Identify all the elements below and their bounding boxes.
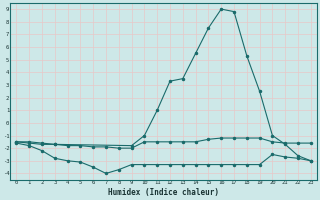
X-axis label: Humidex (Indice chaleur): Humidex (Indice chaleur) [108, 188, 219, 197]
